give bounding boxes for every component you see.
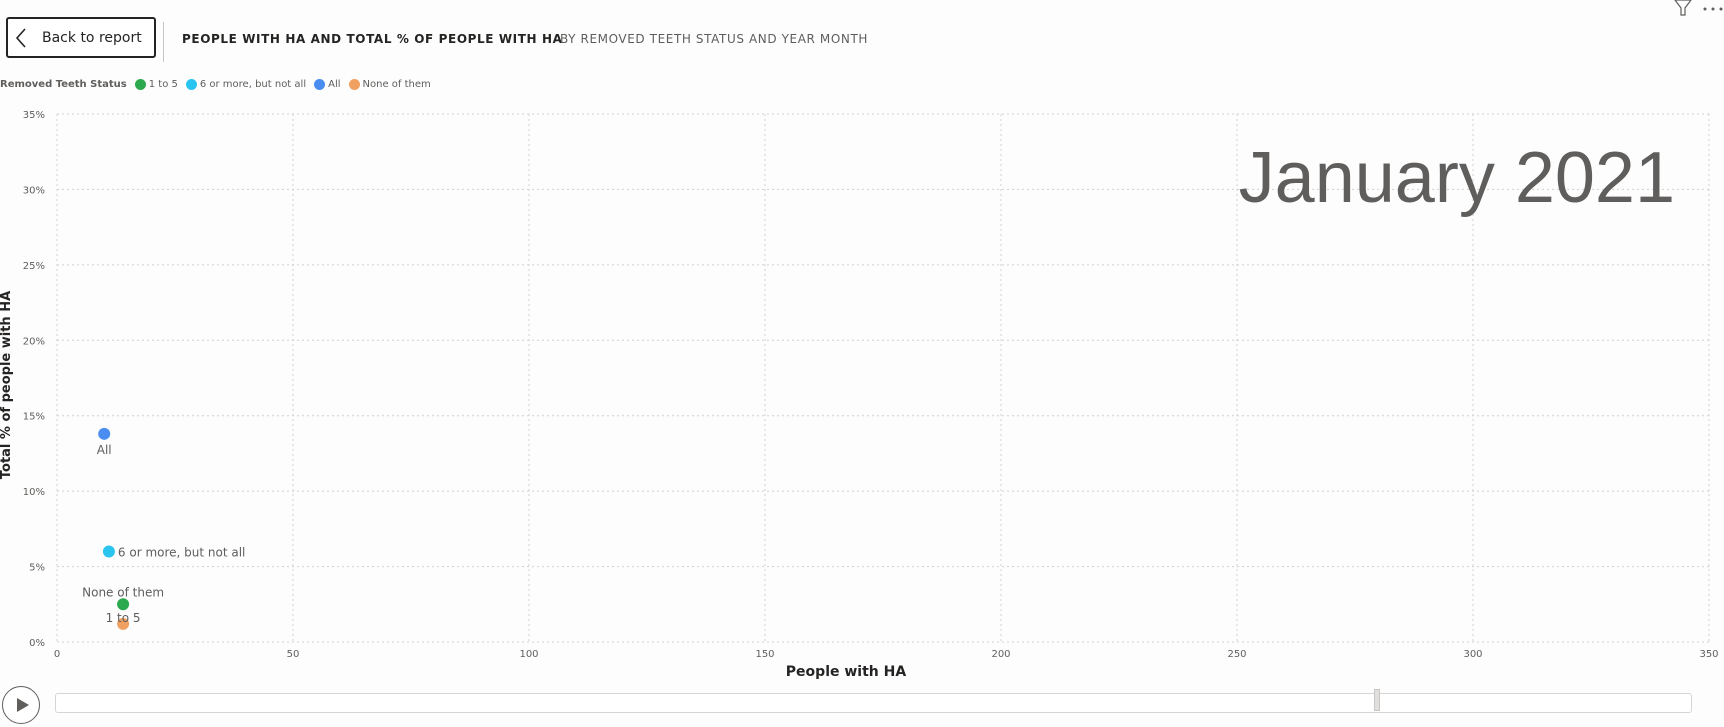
- y-tick-label: 15%: [23, 412, 45, 423]
- y-tick-label: 35%: [23, 110, 45, 121]
- legend-label: 1 to 5: [148, 79, 178, 90]
- x-tick-label: 50: [287, 649, 300, 660]
- play-axis-label: January 2021: [1239, 138, 1675, 218]
- legend-label: 6 or more, but not all: [199, 79, 307, 90]
- chart-legend: Removed Teeth Status 1 to 5 6 or more, b…: [0, 79, 439, 90]
- y-axis-label: Total % of people with HA: [0, 291, 14, 479]
- x-tick-label: 150: [755, 649, 774, 660]
- legend-label: None of them: [362, 79, 431, 90]
- data-point: [102, 545, 115, 558]
- data-point: [117, 617, 130, 630]
- y-tick-label: 25%: [23, 261, 45, 272]
- data-label: All: [97, 443, 112, 457]
- x-tick-label: 300: [1463, 649, 1482, 660]
- play-icon: [17, 698, 29, 712]
- visual-title: PEOPLE WITH HA AND TOTAL % OF PEOPLE WIT…: [182, 32, 563, 46]
- y-tick-label: 5%: [29, 563, 45, 574]
- data-label: None of them: [82, 585, 164, 599]
- legend-title: Removed Teeth Status: [0, 79, 127, 90]
- legend-label: All: [328, 79, 341, 90]
- filter-icon[interactable]: [1674, 0, 1692, 20]
- x-tick-label: 250: [1227, 649, 1246, 660]
- data-point: [98, 427, 111, 440]
- visual-subtitle: BY REMOVED TEETH STATUS AND YEAR MONTH: [560, 32, 869, 46]
- more-options-icon[interactable]: [1702, 0, 1724, 19]
- y-tick-label: 0%: [29, 638, 45, 649]
- x-tick-label: 200: [991, 649, 1010, 660]
- play-axis-slider[interactable]: [55, 693, 1692, 713]
- y-tick-label: 10%: [23, 487, 45, 498]
- data-point: [117, 598, 130, 611]
- legend-marker: [314, 79, 326, 90]
- x-axis-label: People with HA: [786, 664, 907, 680]
- data-label: 6 or more, but not all: [118, 545, 245, 559]
- y-tick-label: 20%: [23, 336, 45, 347]
- legend-item-1-to-5[interactable]: 1 to 5: [134, 79, 178, 90]
- x-tick-label: 350: [1699, 649, 1718, 660]
- x-axis-ticks: 0 50 100 150 200 250 300 350: [54, 649, 1719, 660]
- chevron-left-icon: [8, 27, 34, 49]
- visual-header-icons: [1674, 0, 1724, 18]
- chart-grid: [56, 113, 1710, 643]
- data-label: 1 to 5: [106, 611, 141, 625]
- legend-marker: [348, 79, 360, 90]
- y-tick-label: 30%: [23, 185, 45, 196]
- back-button-label: Back to report: [42, 29, 142, 46]
- data-points: 1 to 5 6 or more, but not all All None of t…: [82, 427, 245, 630]
- y-axis-ticks: 0% 5% 10% 15% 20% 25% 30% 35%: [23, 110, 45, 649]
- legend-item-6-or-more[interactable]: 6 or more, but not all: [185, 79, 307, 90]
- header-divider: [163, 22, 164, 62]
- back-to-report-button[interactable]: Back to report: [6, 17, 156, 58]
- legend-item-none-of-them[interactable]: None of them: [348, 79, 431, 90]
- x-tick-label: 100: [519, 649, 538, 660]
- legend-marker: [134, 79, 146, 90]
- scatter-chart: 0% 5% 10% 15% 20% 25% 30% 35% 0 50 100 150 200 250 30…: [0, 110, 1719, 680]
- legend-marker: [185, 79, 197, 90]
- x-tick-label: 0: [54, 649, 60, 660]
- play-button[interactable]: [2, 686, 40, 724]
- legend-item-all[interactable]: All: [314, 79, 341, 90]
